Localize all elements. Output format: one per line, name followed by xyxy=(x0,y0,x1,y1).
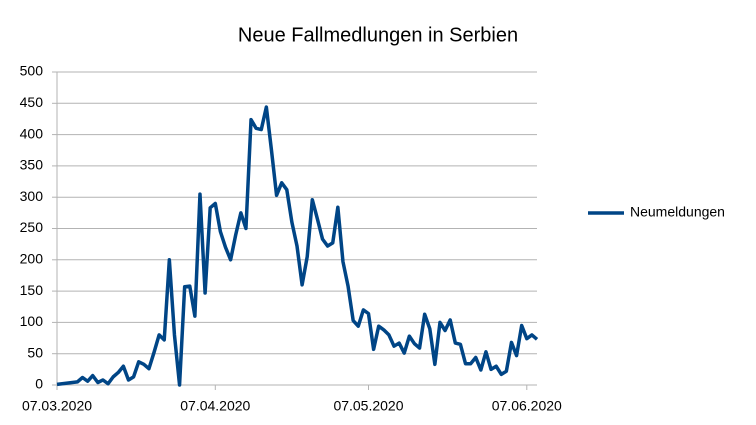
legend-label: Neumeldungen xyxy=(630,204,725,220)
y-tick-label: 100 xyxy=(20,313,44,329)
y-tick-label: 400 xyxy=(20,125,44,141)
y-tick-label: 200 xyxy=(20,251,44,267)
x-tick-label: 07.05.2020 xyxy=(333,398,403,414)
y-tick-label: 0 xyxy=(35,376,43,392)
x-tick-label: 07.03.2020 xyxy=(22,398,92,414)
y-tick-label: 150 xyxy=(20,282,44,298)
y-tick-label: 250 xyxy=(20,219,44,235)
y-tick-label: 300 xyxy=(20,188,44,204)
x-tick-label: 07.06.2020 xyxy=(492,398,562,414)
x-tick-label: 07.04.2020 xyxy=(180,398,250,414)
chart-title: Neue Fallmedlungen in Serbien xyxy=(238,24,518,46)
y-tick-label: 350 xyxy=(20,157,44,173)
y-tick-label: 450 xyxy=(20,94,44,110)
data-line xyxy=(56,105,539,387)
y-tick-label: 50 xyxy=(27,344,43,360)
y-tick-label: 500 xyxy=(20,63,44,79)
